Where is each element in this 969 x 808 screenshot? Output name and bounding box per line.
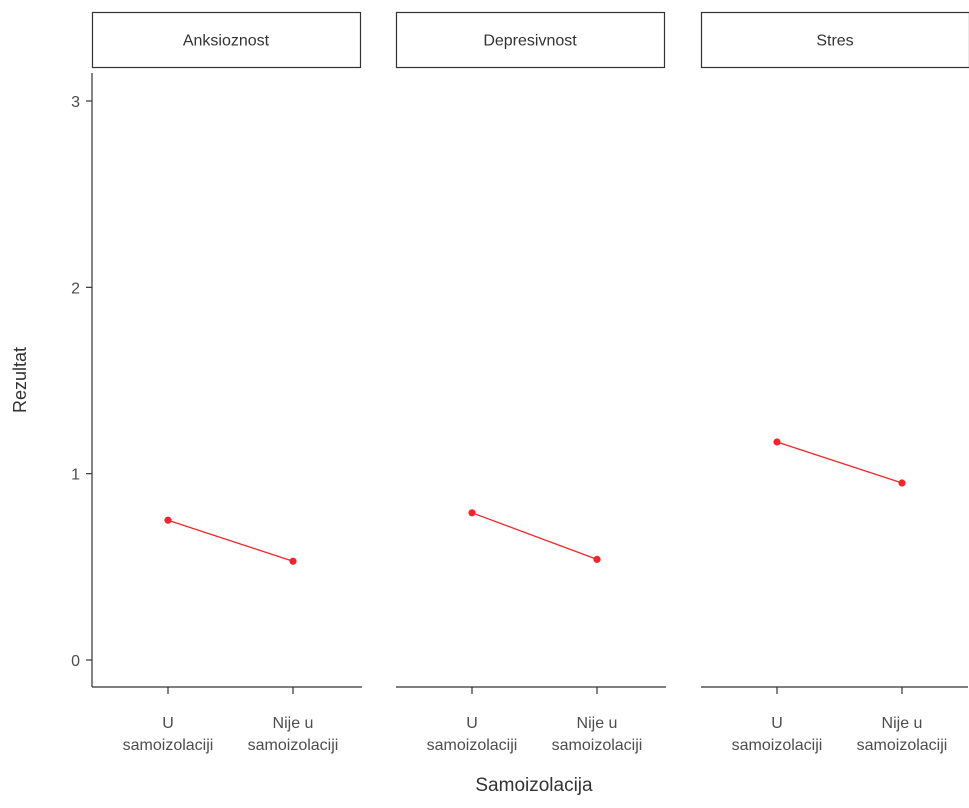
y-tick-label: 1 [71,467,80,484]
data-point [898,479,905,486]
series-line-0 [168,520,293,561]
x-tick-label: U [466,715,478,732]
x-tick-label: samoizolaciji [248,737,339,754]
data-point [593,556,600,563]
y-tick-label: 3 [71,94,80,111]
facet-title: Depresivnost [483,33,577,50]
facet-title: Stres [816,33,853,50]
series-line-2 [777,442,902,483]
y-tick-label: 0 [71,653,80,670]
y-tick-label: 2 [71,280,80,297]
data-point [468,509,475,516]
x-tick-label: U [162,715,174,732]
x-tick-label: samoizolaciji [732,737,823,754]
x-tick-label: Nije u [882,715,923,732]
x-tick-label: samoizolaciji [552,737,643,754]
x-tick-label: Nije u [577,715,618,732]
x-tick-label: samoizolaciji [427,737,518,754]
x-tick-label: Nije u [273,715,314,732]
x-tick-label: samoizolaciji [123,737,214,754]
data-point [289,558,296,565]
x-tick-label: U [771,715,783,732]
x-axis-title: Samoizolacija [475,775,593,796]
y-axis-title: Rezultat [10,347,30,413]
x-tick-label: samoizolaciji [857,737,948,754]
facet-title: Anksioznost [183,33,270,50]
data-point [164,517,171,524]
data-point [773,438,780,445]
series-line-1 [472,513,597,560]
